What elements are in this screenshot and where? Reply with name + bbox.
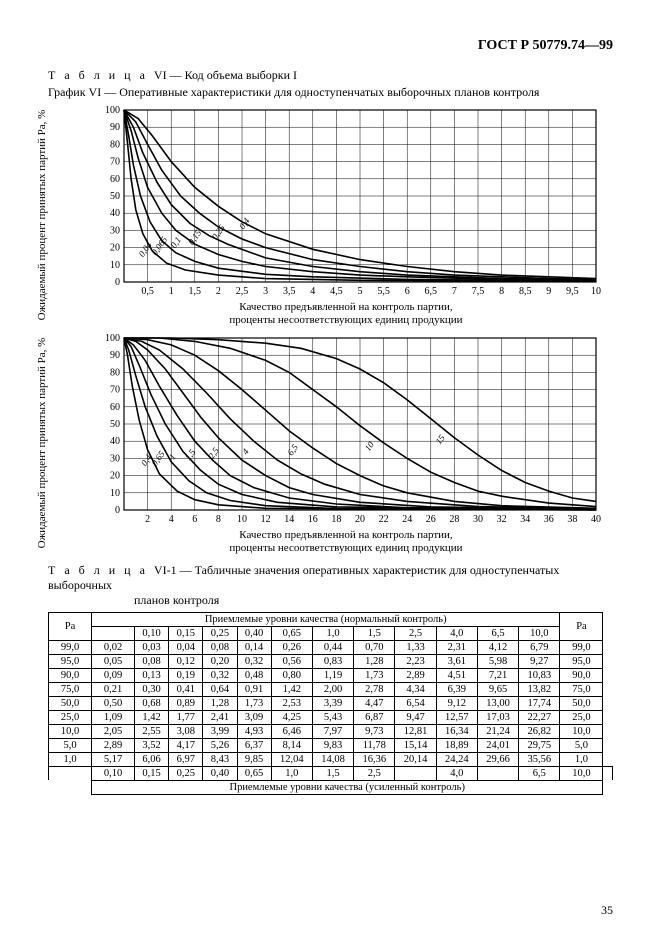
svg-text:5,5: 5,5: [377, 286, 390, 297]
svg-text:8: 8: [216, 514, 221, 525]
svg-text:16: 16: [308, 514, 318, 525]
svg-text:100: 100: [105, 105, 120, 116]
doc-code: ГОСТ Р 50779.74—99: [48, 38, 613, 54]
svg-text:26: 26: [426, 514, 436, 525]
svg-text:40: 40: [110, 436, 120, 447]
svg-text:14: 14: [284, 514, 294, 525]
svg-text:30: 30: [473, 514, 483, 525]
svg-text:12: 12: [261, 514, 271, 525]
svg-text:80: 80: [110, 368, 120, 379]
svg-text:10: 10: [110, 260, 120, 271]
chart-2-y-label: Ожидаемый процент принятых партий Pa, %: [36, 338, 48, 549]
svg-text:34: 34: [520, 514, 530, 525]
svg-text:24: 24: [402, 514, 412, 525]
svg-text:4: 4: [169, 514, 174, 525]
svg-text:9,5: 9,5: [566, 286, 579, 297]
table-vi-title: VI — Код объема выборки I: [154, 68, 297, 82]
svg-text:10: 10: [591, 286, 601, 297]
chart-1-x-label: Качество предъявленной на контроль парти…: [90, 301, 602, 326]
svg-text:6,5: 6,5: [425, 286, 438, 297]
svg-text:4: 4: [310, 286, 315, 297]
svg-text:40: 40: [110, 208, 120, 219]
oc-table: PaПриемлемые уровни качества (нормальный…: [48, 612, 613, 795]
table-word-2: Т а б л и ц а: [48, 563, 148, 577]
chart-1-y-label: Ожидаемый процент принятых партий Pa, %: [36, 110, 48, 321]
svg-text:18: 18: [331, 514, 341, 525]
svg-text:2,5: 2,5: [236, 286, 249, 297]
svg-text:1,5: 1,5: [189, 286, 202, 297]
svg-text:36: 36: [544, 514, 554, 525]
svg-text:30: 30: [110, 225, 120, 236]
chart-2-wrap: Ожидаемый процент принятых партий Pa, % …: [48, 332, 613, 554]
svg-text:28: 28: [449, 514, 459, 525]
svg-text:20: 20: [110, 243, 120, 254]
svg-text:60: 60: [110, 174, 120, 185]
svg-text:6: 6: [405, 286, 410, 297]
svg-text:0: 0: [115, 505, 120, 516]
page-number: 35: [601, 903, 613, 918]
svg-text:100: 100: [105, 333, 120, 344]
svg-text:4,5: 4,5: [330, 286, 343, 297]
oc-chart-2: 0102030405060708090100246810121416182022…: [90, 332, 602, 528]
chart-2-x-label: Качество предъявленной на контроль парти…: [90, 529, 602, 554]
svg-text:10: 10: [110, 488, 120, 499]
svg-text:80: 80: [110, 139, 120, 150]
svg-text:8,5: 8,5: [519, 286, 532, 297]
oc-chart-1: 0 10 20 30 40 50 60 70 80 90 100 0,5 1 1,5 2 2,5 3 3,5 4 4,…: [90, 104, 602, 300]
svg-text:20: 20: [355, 514, 365, 525]
svg-text:7,5: 7,5: [472, 286, 485, 297]
svg-text:40: 40: [591, 514, 601, 525]
table-vi-heading: Т а б л и ц а VI — Код объема выборки I: [48, 68, 613, 83]
svg-text:70: 70: [110, 157, 120, 168]
svg-text:70: 70: [110, 385, 120, 396]
svg-text:32: 32: [497, 514, 507, 525]
svg-text:10: 10: [237, 514, 247, 525]
svg-text:0,5: 0,5: [141, 286, 154, 297]
svg-text:90: 90: [110, 122, 120, 133]
svg-text:3,5: 3,5: [283, 286, 296, 297]
svg-text:38: 38: [567, 514, 577, 525]
svg-text:6: 6: [192, 514, 197, 525]
svg-text:5: 5: [358, 286, 363, 297]
svg-text:50: 50: [110, 191, 120, 202]
svg-text:50: 50: [110, 419, 120, 430]
svg-text:90: 90: [110, 350, 120, 361]
chart-1-wrap: Ожидаемый процент принятых партий Pa, % …: [48, 104, 613, 326]
svg-text:9: 9: [546, 286, 551, 297]
svg-text:7: 7: [452, 286, 457, 297]
svg-text:30: 30: [110, 454, 120, 465]
table-word: Т а б л и ц а: [48, 68, 148, 82]
svg-text:2: 2: [145, 514, 150, 525]
table-vi-1-heading: Т а б л и ц а VI-1 — Табличные значения …: [48, 563, 613, 608]
svg-text:1: 1: [169, 286, 174, 297]
svg-text:20: 20: [110, 471, 120, 482]
svg-text:3: 3: [263, 286, 268, 297]
svg-text:60: 60: [110, 402, 120, 413]
chart-vi-caption: График VI — Оперативные характеристики д…: [48, 85, 613, 100]
svg-text:8: 8: [499, 286, 504, 297]
svg-text:2: 2: [216, 286, 221, 297]
page: ГОСТ Р 50779.74—99 Т а б л и ц а VI — Ко…: [0, 0, 661, 936]
svg-text:0: 0: [115, 277, 120, 288]
table-vi-1-title-cont: планов контроля: [48, 593, 613, 608]
svg-text:22: 22: [379, 514, 389, 525]
